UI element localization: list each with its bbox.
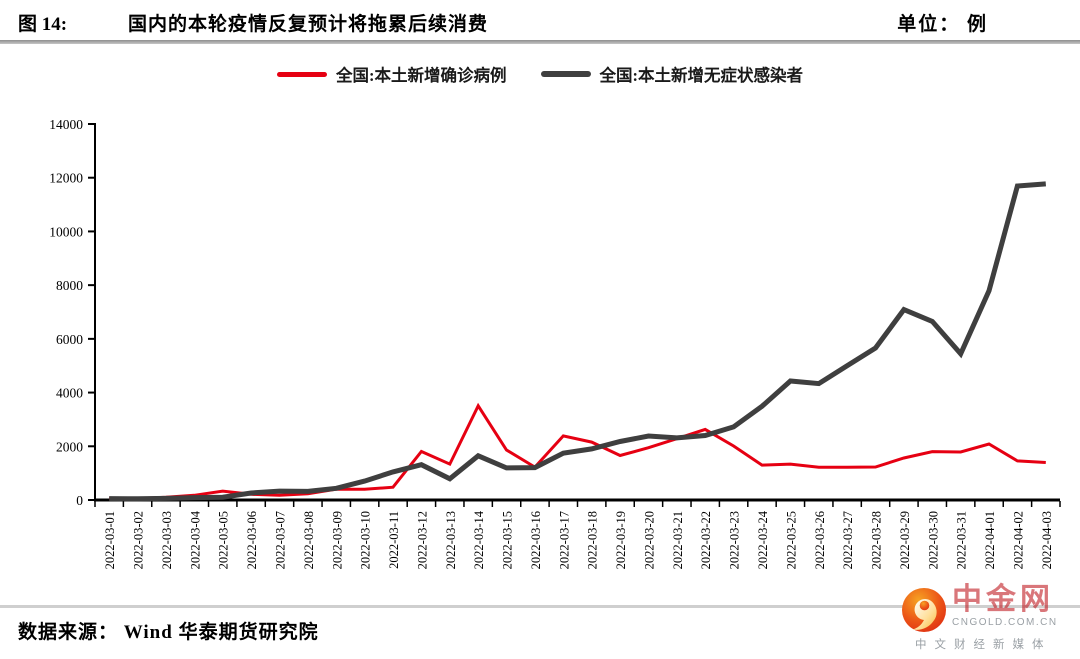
svg-text:2022-03-27: 2022-03-27 <box>841 511 855 569</box>
svg-text:2022-03-29: 2022-03-29 <box>898 511 912 569</box>
legend-line-swatch-black <box>540 71 591 77</box>
svg-text:2022-03-19: 2022-03-19 <box>614 511 628 569</box>
svg-text:2022-03-17: 2022-03-17 <box>557 511 571 569</box>
cngold-swirl-icon <box>902 588 946 632</box>
logo-row: 中金网 CNGOLD.COM.CN <box>901 584 1079 633</box>
title-divider <box>0 40 1080 44</box>
svg-text:2022-03-08: 2022-03-08 <box>302 511 316 569</box>
svg-text:6000: 6000 <box>56 332 83 347</box>
svg-text:2022-03-13: 2022-03-13 <box>444 511 458 569</box>
svg-text:4000: 4000 <box>56 386 83 401</box>
svg-text:2022-03-31: 2022-03-31 <box>955 511 969 569</box>
svg-text:2022-03-25: 2022-03-25 <box>784 511 798 569</box>
legend-item-confirmed: 全国:本土新增确诊病例 <box>277 62 507 86</box>
figure-title: 国内的本轮疫情反复预计将拖累后续消费 <box>128 14 489 35</box>
svg-text:2022-04-02: 2022-04-02 <box>1011 511 1025 569</box>
svg-text:2022-03-02: 2022-03-02 <box>132 511 146 569</box>
svg-text:12000: 12000 <box>49 171 83 186</box>
svg-text:2022-03-30: 2022-03-30 <box>926 511 940 569</box>
svg-text:0: 0 <box>76 493 83 508</box>
svg-text:2022-03-16: 2022-03-16 <box>529 511 543 569</box>
svg-text:2022-03-14: 2022-03-14 <box>472 510 486 569</box>
legend-line-swatch-red <box>277 71 327 77</box>
svg-text:2022-03-21: 2022-03-21 <box>671 511 685 569</box>
svg-text:2022-03-12: 2022-03-12 <box>415 511 429 569</box>
svg-text:2022-03-10: 2022-03-10 <box>359 511 373 569</box>
svg-text:14000: 14000 <box>49 117 83 132</box>
svg-text:2022-03-26: 2022-03-26 <box>813 511 827 569</box>
footer-divider <box>0 605 1080 608</box>
chart-legend: 全国:本土新增确诊病例 全国:本土新增无症状感染者 <box>0 62 1080 86</box>
svg-text:2022-03-05: 2022-03-05 <box>217 511 231 569</box>
legend-item-asymptomatic: 全国:本土新增无症状感染者 <box>540 62 804 86</box>
unit-label: 单位： 例 <box>897 14 988 35</box>
cngold-logo: 中金网 CNGOLD.COM.CN 中文财经新媒体 <box>901 584 1079 652</box>
data-source: 数据来源： Wind 华泰期货研究院 <box>18 622 319 643</box>
svg-text:2022-03-11: 2022-03-11 <box>387 511 401 569</box>
svg-text:2022-03-24: 2022-03-24 <box>756 510 770 569</box>
svg-text:2022-03-07: 2022-03-07 <box>273 511 287 569</box>
logo-name: 中金网 <box>952 583 1054 616</box>
svg-text:10000: 10000 <box>49 224 83 239</box>
svg-text:2022-03-22: 2022-03-22 <box>699 511 713 569</box>
svg-text:2022-03-15: 2022-03-15 <box>501 511 515 569</box>
logo-domain: CNGOLD.COM.CN <box>952 617 1058 628</box>
svg-text:2022-03-04: 2022-03-04 <box>188 510 202 569</box>
svg-text:2022-03-28: 2022-03-28 <box>870 511 884 569</box>
svg-text:2022-03-01: 2022-03-01 <box>103 511 117 569</box>
svg-text:2022-04-03: 2022-04-03 <box>1040 511 1054 569</box>
svg-text:2022-03-09: 2022-03-09 <box>330 511 344 569</box>
svg-text:2000: 2000 <box>56 439 83 454</box>
logo-text-block: 中金网 CNGOLD.COM.CN <box>952 583 1058 629</box>
svg-text:2022-03-03: 2022-03-03 <box>160 511 174 569</box>
svg-text:8000: 8000 <box>56 278 83 293</box>
line-chart-canvas: 0 2000 4000 6000 8000 10000 12000 14000 2022-03-… <box>49 117 1061 569</box>
svg-text:2022-04-01: 2022-04-01 <box>983 511 997 569</box>
svg-text:2022-03-23: 2022-03-23 <box>728 511 742 569</box>
figure-label: 图 14: <box>18 14 68 35</box>
svg-text:2022-03-06: 2022-03-06 <box>245 511 259 569</box>
legend-label-asymptomatic: 全国:本土新增无症状感染者 <box>599 66 804 85</box>
svg-text:2022-03-20: 2022-03-20 <box>642 511 656 569</box>
logo-tagline: 中文财经新媒体 <box>915 639 1052 651</box>
legend-label-confirmed: 全国:本土新增确诊病例 <box>336 66 507 85</box>
svg-text:2022-03-18: 2022-03-18 <box>586 511 600 569</box>
